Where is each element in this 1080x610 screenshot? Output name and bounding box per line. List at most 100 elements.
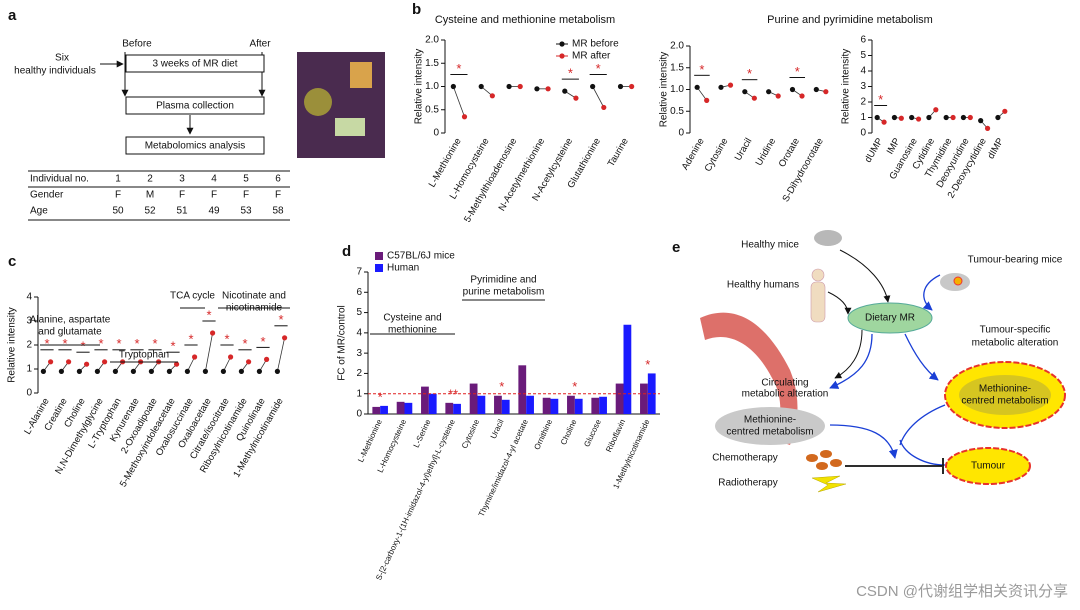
significance: * xyxy=(62,336,67,351)
arrow xyxy=(834,329,863,379)
legend-swatch xyxy=(375,264,383,272)
chemotherapy: Chemotherapy xyxy=(712,453,778,464)
panel-label: c xyxy=(8,253,16,270)
y-tick-label: 2.0 xyxy=(425,35,439,46)
table-cell: M xyxy=(146,190,154,201)
bar xyxy=(469,383,478,414)
y-tick-label: 2 xyxy=(860,97,866,108)
group-label: Nicotinate and xyxy=(222,291,286,302)
bar xyxy=(428,393,437,414)
y-tick-label: 1 xyxy=(356,388,362,399)
dot xyxy=(489,93,495,99)
bar xyxy=(550,398,559,414)
x-tick-label: L-Serine xyxy=(412,417,433,449)
dot xyxy=(704,97,710,103)
dot xyxy=(967,114,973,121)
x-tick-label: dIMP xyxy=(986,136,1007,161)
significance: * xyxy=(134,336,139,351)
radiotherapy: Radiotherapy xyxy=(718,478,777,489)
arrow xyxy=(899,404,946,446)
x-tick-label: Glucose xyxy=(582,417,603,448)
bar xyxy=(640,383,648,414)
x-tick-label: Uracil xyxy=(489,418,506,441)
dot xyxy=(48,359,54,365)
significance: * xyxy=(645,357,650,372)
significance: * xyxy=(278,312,283,327)
significance: * xyxy=(878,92,883,107)
group-label: and glutamate xyxy=(38,327,102,338)
y-tick-label: 2 xyxy=(356,368,362,379)
y-tick-label: 0 xyxy=(26,388,32,399)
panel-label: a xyxy=(8,7,17,24)
x-tick-label: Ornithine xyxy=(532,417,554,451)
bar xyxy=(574,398,583,414)
pair-line xyxy=(187,356,195,372)
dot xyxy=(112,368,118,374)
significance: * xyxy=(242,336,247,351)
dot xyxy=(174,361,180,367)
human-icon xyxy=(811,268,825,282)
y-tick-label: 1.0 xyxy=(425,81,439,92)
y-tick-label: 3 xyxy=(26,316,32,327)
pill xyxy=(806,454,818,462)
bar xyxy=(567,395,575,414)
dot xyxy=(478,83,484,90)
panel-a: Six healthy individuals Before After 3 w… xyxy=(14,39,385,221)
dot xyxy=(506,83,512,90)
y-tick-label: 4 xyxy=(26,292,32,303)
dot xyxy=(461,114,468,120)
dot xyxy=(76,368,82,374)
dot xyxy=(789,86,796,93)
dot xyxy=(984,125,991,131)
dot xyxy=(220,368,226,374)
bar xyxy=(623,324,632,414)
after-label: After xyxy=(249,39,271,50)
dot xyxy=(813,86,819,93)
y-tick-label: 1 xyxy=(26,364,32,375)
table: Individual no. 1 2 3 4 5 6 Gender F M F F F F Age 50 52 5… xyxy=(30,174,284,217)
significance: * xyxy=(499,379,504,394)
table-cell: F xyxy=(115,190,121,201)
arrow xyxy=(827,291,852,315)
x-tick-label: L-Methionine xyxy=(356,417,384,463)
y-tick-label: 3 xyxy=(860,81,866,92)
photo-detail xyxy=(335,118,365,136)
dot xyxy=(40,368,47,374)
table-cell: 53 xyxy=(240,206,252,217)
dot xyxy=(909,114,915,121)
x-tick-label: Taurine xyxy=(606,136,631,168)
methionine-centred: Methionine- xyxy=(979,384,1031,395)
dot xyxy=(960,114,967,121)
y-tick-label: 0.5 xyxy=(425,104,439,115)
pill xyxy=(830,459,842,467)
artery xyxy=(700,312,798,445)
chart: Cysteine and methionine metabolism Relati… xyxy=(414,14,635,225)
dot xyxy=(950,114,956,121)
significance: * xyxy=(152,336,157,351)
significance: * xyxy=(98,336,103,351)
subject: healthy individuals xyxy=(14,66,96,77)
arrow xyxy=(839,249,891,303)
group-label: purine metabolism xyxy=(463,287,545,298)
arrow xyxy=(829,424,898,459)
human-icon xyxy=(810,281,826,323)
group-label: TCA cycle xyxy=(170,291,215,302)
dot xyxy=(545,86,551,92)
dot xyxy=(874,114,880,121)
dot xyxy=(891,114,898,121)
step: Plasma collection xyxy=(156,101,234,112)
bar xyxy=(396,401,405,414)
dot xyxy=(184,368,190,374)
dot xyxy=(1002,108,1008,114)
table-cell: F xyxy=(179,190,185,201)
chart-title: Cysteine and methionine metabolism xyxy=(435,14,615,26)
table-row-header: Individual no. xyxy=(30,174,89,185)
photo-detail xyxy=(304,88,332,116)
dot xyxy=(238,368,244,374)
table-cell: 50 xyxy=(112,206,124,217)
legend-swatch xyxy=(375,252,383,260)
dot xyxy=(601,104,607,111)
table-cell: 49 xyxy=(208,206,220,217)
x-tick-label: Choline xyxy=(559,417,579,446)
